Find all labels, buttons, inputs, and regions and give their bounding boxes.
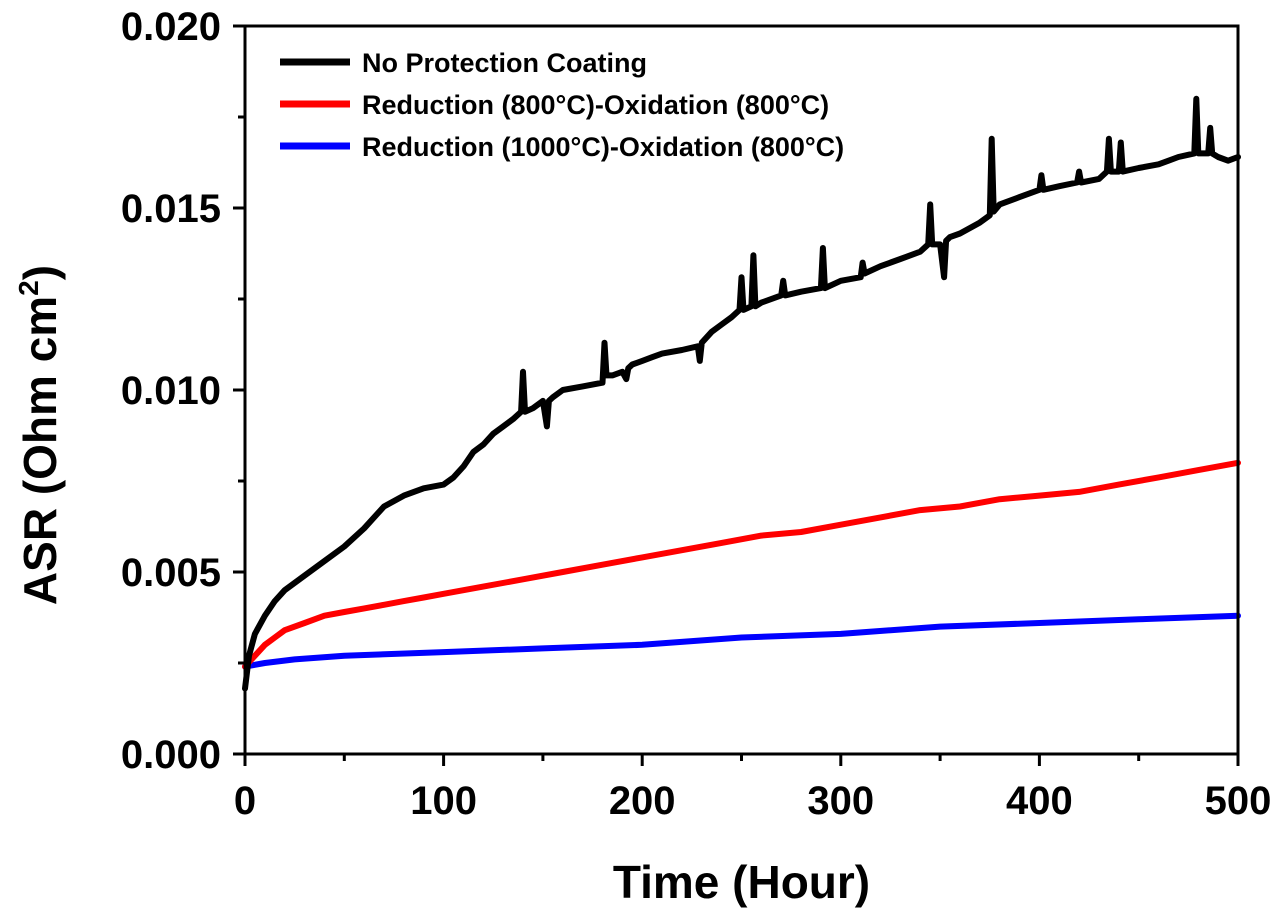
x-tick-label: 300	[807, 779, 874, 823]
legend: No Protection Coating Reduction (800°C)-O…	[280, 48, 844, 162]
y-axis-title-superscript: 2	[13, 280, 44, 296]
series-line-2	[242, 612, 1241, 670]
y-tick-label: 0.010	[121, 369, 221, 413]
y-tick-label: 0.005	[121, 551, 221, 595]
ticks-layer: 0 100 200 300 400 500 0.000 0.005 0.010 0.015 0.02…	[121, 5, 1271, 823]
series-line-1	[242, 459, 1241, 670]
y-axis-title: ASR (Ohm cm2)	[13, 265, 66, 605]
y-axis-title-close: )	[14, 265, 66, 280]
legend-label-0: No Protection Coating	[362, 48, 647, 78]
y-tick-label: 0.000	[121, 733, 221, 777]
x-axis-title: Time (Hour)	[613, 856, 870, 908]
legend-label-1: Reduction (800°C)-Oxidation (800°C)	[362, 90, 829, 120]
x-tick-label: 0	[234, 779, 256, 823]
y-tick-label: 0.015	[121, 187, 221, 231]
legend-label-2: Reduction (1000°C)-Oxidation (800°C)	[362, 132, 844, 162]
x-tick-label: 400	[1006, 779, 1073, 823]
y-axis-title-main: ASR (Ohm cm	[14, 296, 66, 605]
x-tick-label: 200	[609, 779, 676, 823]
series-line-0	[242, 95, 1241, 692]
x-tick-label: 100	[410, 779, 477, 823]
series-layer	[242, 95, 1241, 692]
x-tick-label: 500	[1205, 779, 1272, 823]
y-tick-label: 0.020	[121, 5, 221, 49]
